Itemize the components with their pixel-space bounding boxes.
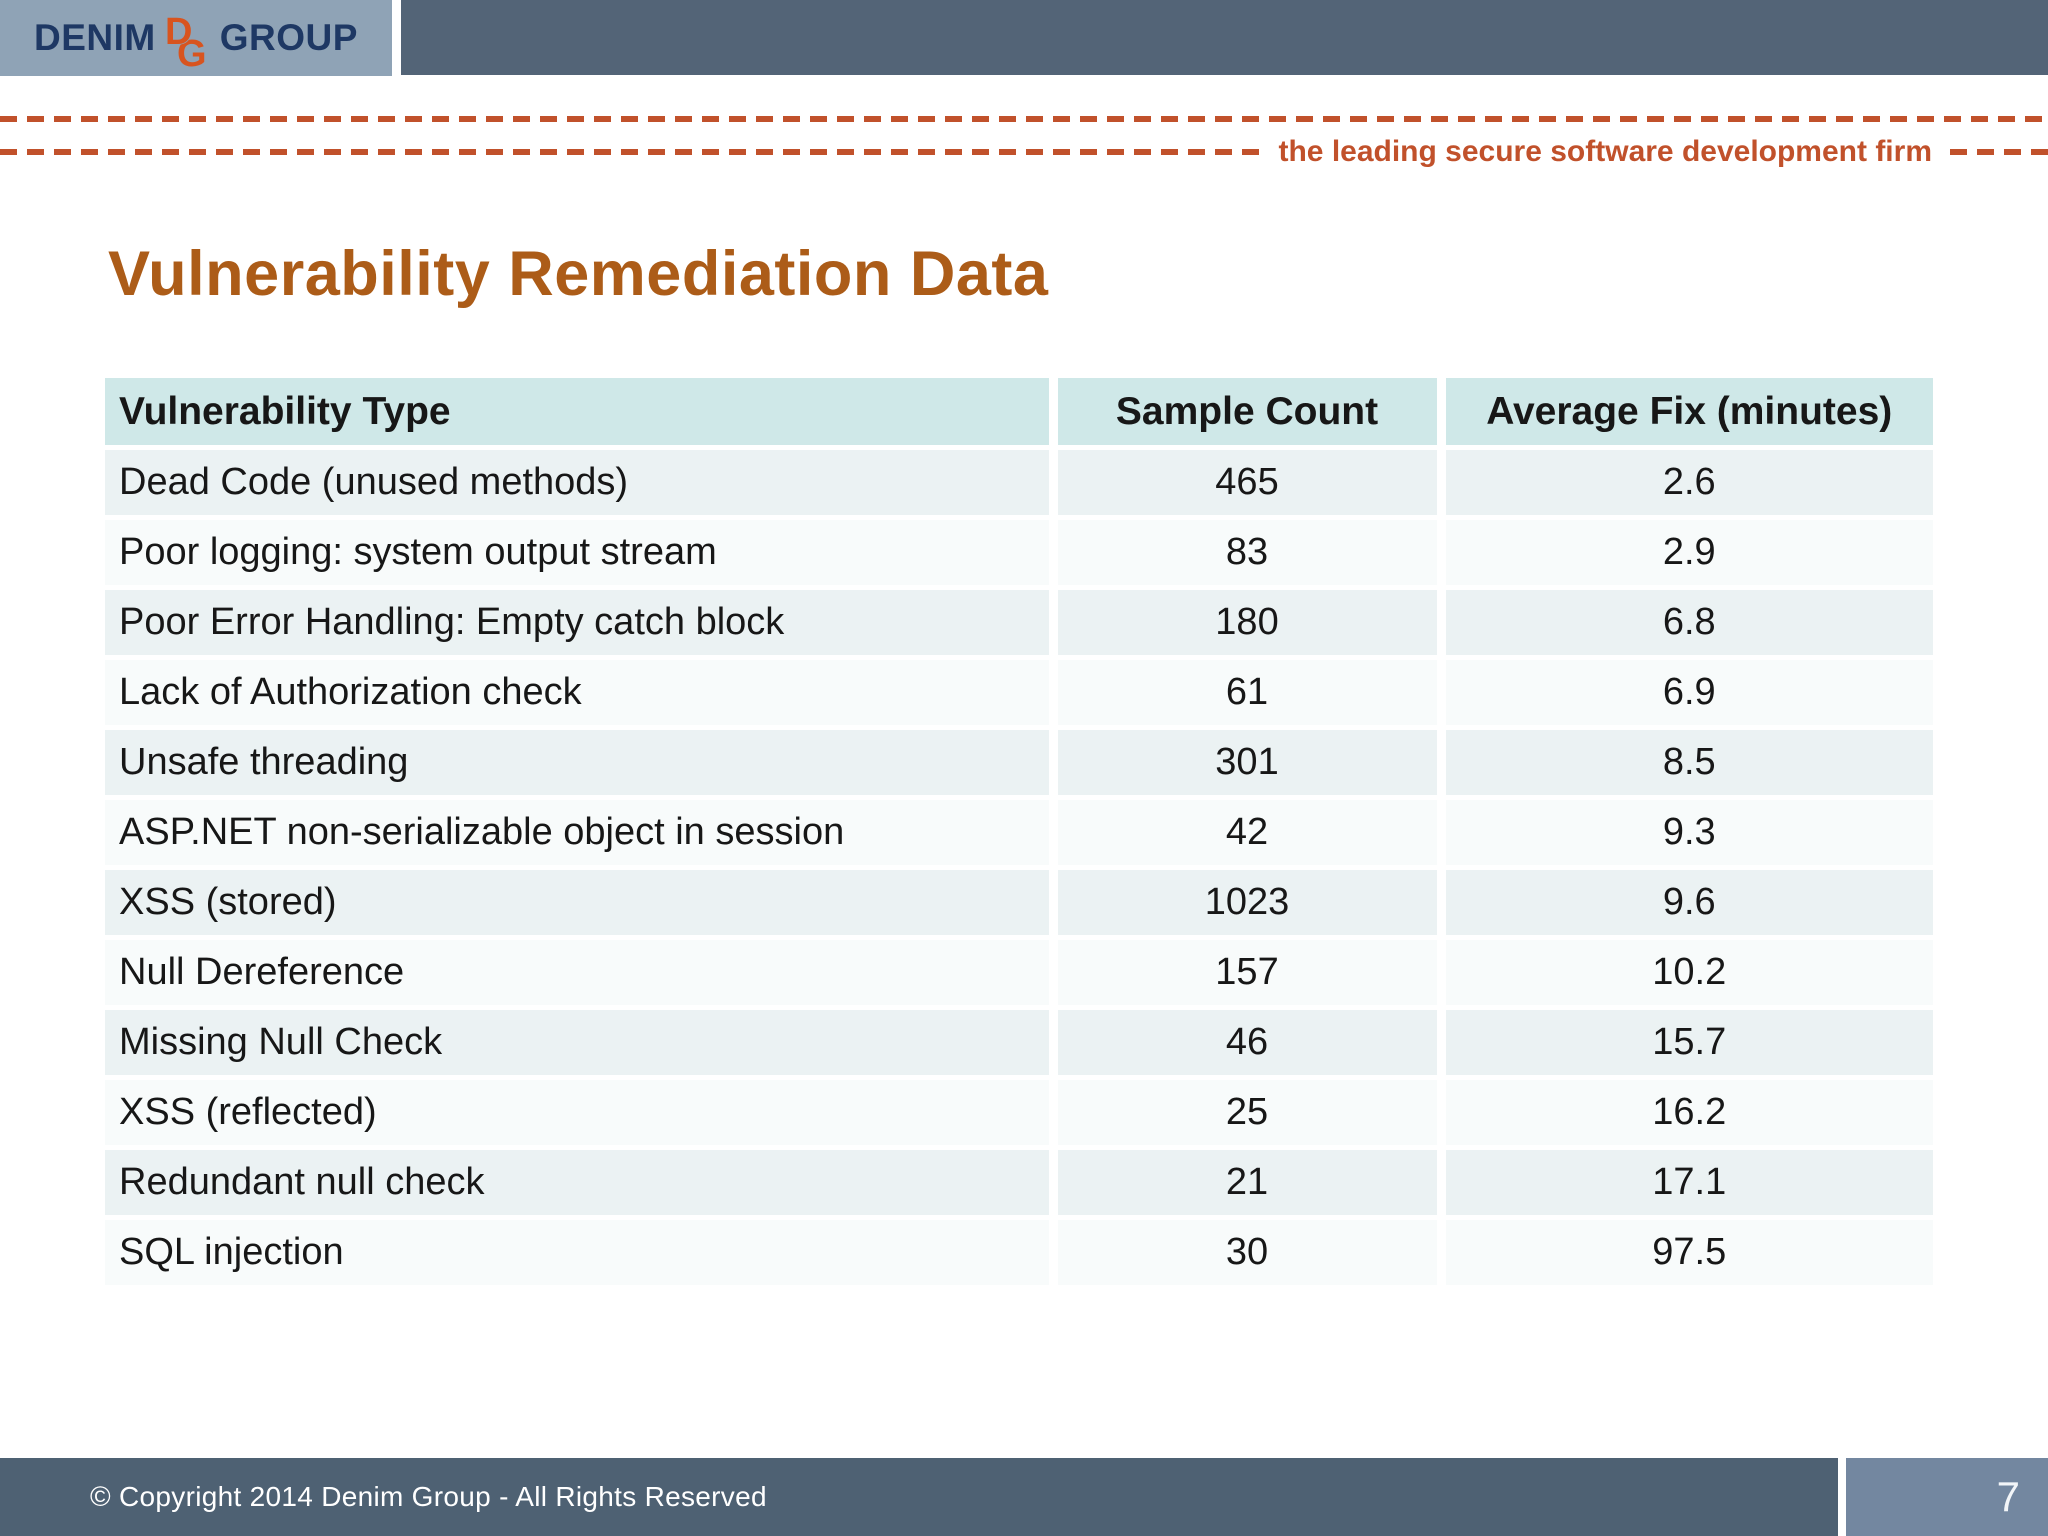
page-number: 7 — [1996, 1473, 2020, 1520]
cell-sample-count: 61 — [1053, 657, 1446, 730]
table-row: Missing Null Check 46 15.7 — [105, 1007, 1933, 1080]
table-header-row: Vulnerability Type Sample Count Average … — [105, 378, 1933, 450]
denim-group-monogram-icon: G D — [164, 10, 212, 75]
dashed-segment-left — [0, 149, 1261, 155]
dashed-rule-top — [0, 116, 2048, 122]
cell-vulnerability-type: Redundant null check — [105, 1147, 1058, 1220]
cell-average-fix: 8.5 — [1441, 727, 1933, 800]
top-bar — [401, 0, 2048, 75]
cell-vulnerability-type: Unsafe threading — [105, 727, 1058, 800]
header-sample-count: Sample Count — [1053, 378, 1446, 450]
cell-vulnerability-type: XSS (stored) — [105, 867, 1058, 940]
table-row: XSS (reflected) 25 16.2 — [105, 1077, 1933, 1150]
cell-vulnerability-type: XSS (reflected) — [105, 1077, 1058, 1150]
table-row: Unsafe threading 301 8.5 — [105, 727, 1933, 800]
cell-sample-count: 25 — [1053, 1077, 1446, 1150]
cell-vulnerability-type: ASP.NET non-serializable object in sessi… — [105, 797, 1058, 870]
cell-sample-count: 83 — [1053, 517, 1446, 590]
copyright-text: © Copyright 2014 Denim Group - All Right… — [90, 1481, 767, 1512]
cell-vulnerability-type: Lack of Authorization check — [105, 657, 1058, 730]
cell-sample-count: 465 — [1053, 447, 1446, 520]
cell-sample-count: 21 — [1053, 1147, 1446, 1220]
dashed-segment-right — [1950, 149, 2048, 155]
cell-vulnerability-type: Poor Error Handling: Empty catch block — [105, 587, 1058, 660]
cell-average-fix: 9.3 — [1441, 797, 1933, 870]
logo-denim-text: DENIM — [34, 17, 156, 58]
dashed-rule-tagline: the leading secure software development … — [0, 133, 2048, 171]
logo: DENIM G D GROUP — [0, 0, 392, 76]
cell-vulnerability-type: Poor logging: system output stream — [105, 517, 1058, 590]
cell-sample-count: 1023 — [1053, 867, 1446, 940]
cell-vulnerability-type: Missing Null Check — [105, 1007, 1058, 1080]
cell-sample-count: 180 — [1053, 587, 1446, 660]
cell-average-fix: 15.7 — [1441, 1007, 1933, 1080]
cell-sample-count: 42 — [1053, 797, 1446, 870]
table-row: Redundant null check 21 17.1 — [105, 1147, 1933, 1220]
cell-average-fix: 16.2 — [1441, 1077, 1933, 1150]
table-row: Null Dereference 157 10.2 — [105, 937, 1933, 1010]
table-row: Poor Error Handling: Empty catch block 18… — [105, 587, 1933, 660]
cell-average-fix: 2.6 — [1441, 447, 1933, 520]
cell-average-fix: 2.9 — [1441, 517, 1933, 590]
logo-group-text: GROUP — [219, 17, 358, 58]
cell-vulnerability-type: SQL injection — [105, 1217, 1058, 1290]
cell-average-fix: 6.9 — [1441, 657, 1933, 730]
svg-text:D: D — [165, 11, 192, 53]
cell-average-fix: 9.6 — [1441, 867, 1933, 940]
cell-average-fix: 97.5 — [1441, 1217, 1933, 1290]
table-row: SQL injection 30 97.5 — [105, 1217, 1933, 1290]
table-row: Lack of Authorization check 61 6.9 — [105, 657, 1933, 730]
cell-average-fix: 17.1 — [1441, 1147, 1933, 1220]
header-vulnerability-type: Vulnerability Type — [105, 378, 1058, 450]
page-title: Vulnerability Remediation Data — [108, 239, 1049, 309]
table-row: ASP.NET non-serializable object in sessi… — [105, 797, 1933, 870]
table-row: Poor logging: system output stream 83 2.9 — [105, 517, 1933, 590]
tagline: the leading secure software development … — [1278, 135, 1932, 168]
footer-bar: © Copyright 2014 Denim Group - All Right… — [0, 1458, 1838, 1536]
page-number-box: 7 — [1846, 1458, 2048, 1536]
cell-average-fix: 10.2 — [1441, 937, 1933, 1010]
cell-sample-count: 157 — [1053, 937, 1446, 1010]
cell-vulnerability-type: Dead Code (unused methods) — [105, 447, 1058, 520]
cell-sample-count: 46 — [1053, 1007, 1446, 1080]
table-row: Dead Code (unused methods) 465 2.6 — [105, 447, 1933, 520]
table-row: XSS (stored) 1023 9.6 — [105, 867, 1933, 940]
cell-sample-count: 30 — [1053, 1217, 1446, 1290]
svg-text:G: G — [177, 33, 207, 73]
vulnerability-table: Vulnerability Type Sample Count Average … — [105, 378, 1933, 1290]
cell-average-fix: 6.8 — [1441, 587, 1933, 660]
header-average-fix: Average Fix (minutes) — [1441, 378, 1933, 450]
cell-vulnerability-type: Null Dereference — [105, 937, 1058, 1010]
table-body: Dead Code (unused methods) 465 2.6 Poor log… — [105, 447, 1933, 1290]
cell-sample-count: 301 — [1053, 727, 1446, 800]
